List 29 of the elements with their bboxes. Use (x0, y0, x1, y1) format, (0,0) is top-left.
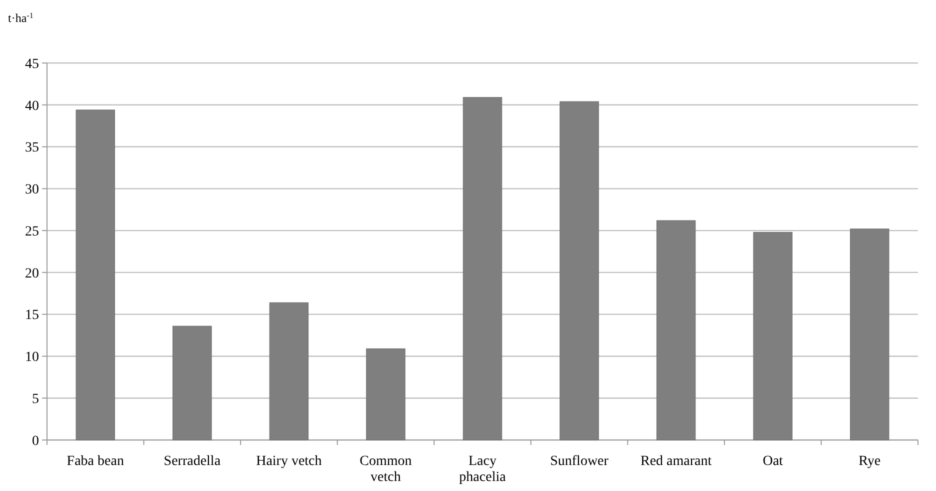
y-tick-label: 30 (25, 182, 39, 198)
x-tick-label: Lacy phacelia (459, 454, 507, 485)
x-tick-label: Faba bean (66, 454, 124, 469)
y-tick-label: 10 (25, 350, 39, 366)
bar (172, 326, 212, 440)
x-tick-label: Common vetch (360, 454, 412, 485)
x-tick-label: Hairy vetch (256, 454, 322, 469)
y-tick-label: 40 (25, 98, 39, 114)
y-tick-label: 25 (25, 224, 39, 240)
x-tick-label: Red amarant (640, 454, 712, 469)
x-tick-label: Sunflower (550, 454, 609, 469)
y-tick-label: 15 (25, 308, 39, 324)
y-tick-label: 35 (25, 140, 39, 156)
y-axis-title: t·ha$^{-1}$ (8, 10, 34, 25)
bar (462, 97, 502, 440)
bar (76, 110, 115, 440)
y-tick-label: 45 (25, 56, 39, 72)
bar (560, 101, 599, 440)
y-tick-label: 20 (25, 266, 39, 282)
x-tick-label: Rye (858, 454, 881, 469)
bar (753, 232, 792, 440)
y-tick-label: 0 (32, 434, 39, 449)
bar (366, 348, 406, 440)
x-tick-label: Serradella (164, 454, 222, 469)
bar (269, 302, 309, 440)
bar (850, 228, 890, 440)
bar (656, 220, 696, 440)
y-tick-label: 5 (32, 392, 39, 408)
x-tick-label: Oat (762, 454, 784, 469)
